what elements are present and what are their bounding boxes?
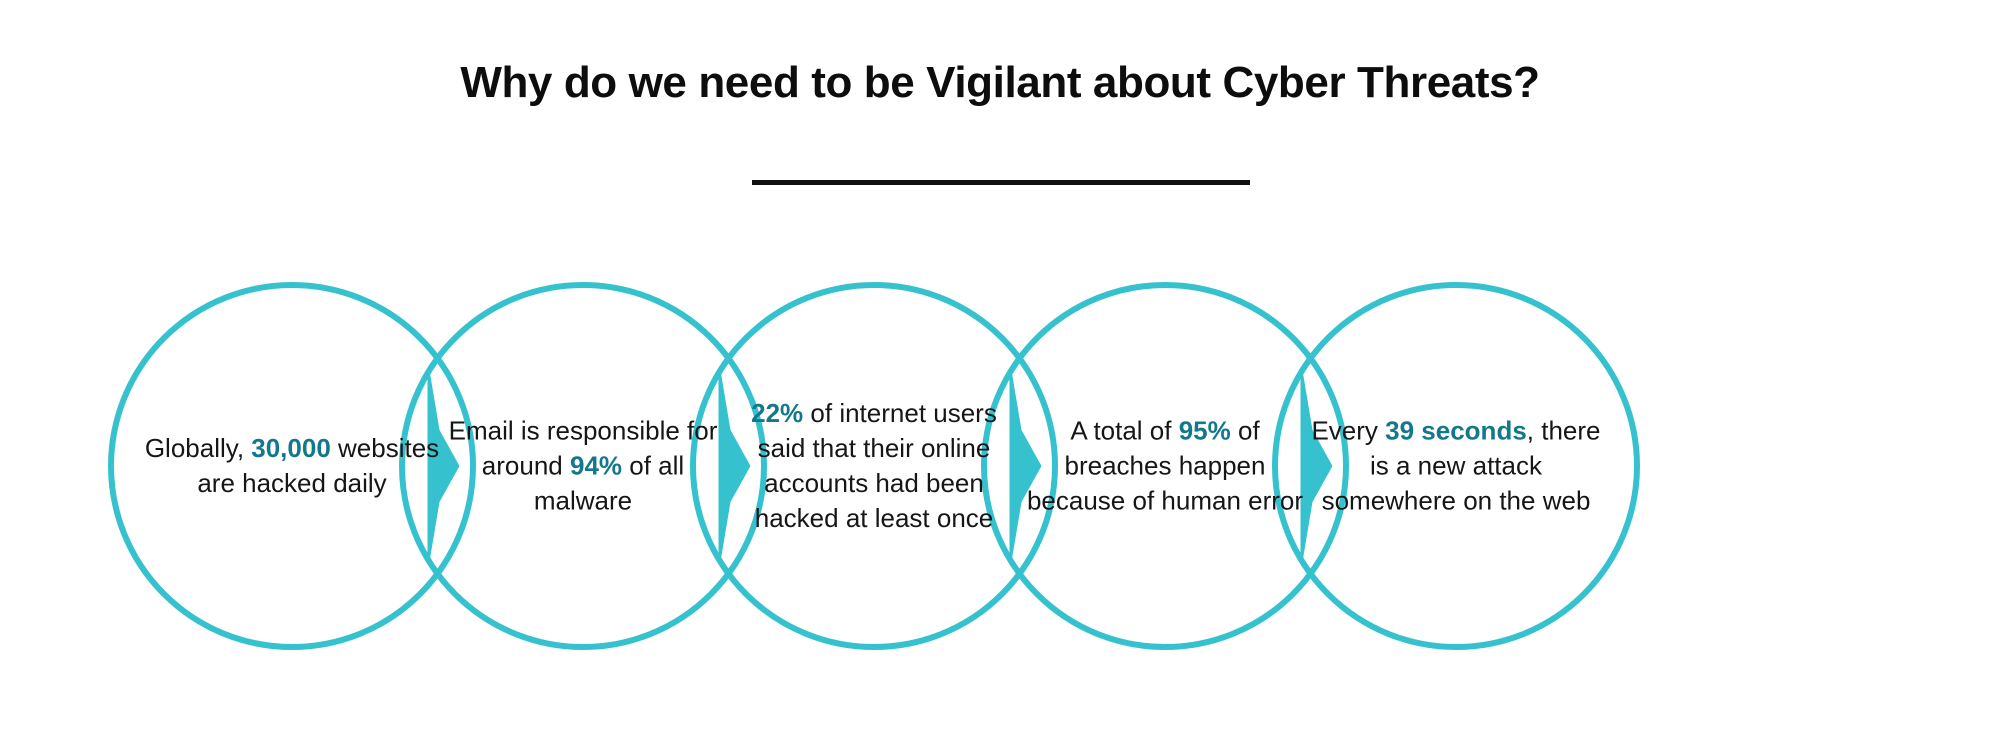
- circle-stat-3: 22% of internet users said that their on…: [724, 396, 1024, 536]
- body-text: , there is a new attack somewhere on the…: [1321, 415, 1601, 516]
- body-text: Email is responsible for around: [448, 415, 718, 481]
- title-divider: [752, 180, 1250, 185]
- overlap-arrow-1: [427, 358, 460, 574]
- circle-outline-3: [690, 282, 1058, 650]
- overlap-arrow-4: [1300, 358, 1333, 574]
- circle-outline-2: [399, 282, 767, 650]
- highlight-stat: 94%: [569, 450, 623, 481]
- circle-outline-4: [981, 282, 1349, 650]
- circle-outline-5: [1272, 282, 1640, 650]
- body-text: of internet users said that their online…: [754, 398, 997, 533]
- circle-stat-4: A total of 95% of breaches happen becaus…: [1015, 414, 1315, 519]
- circle-stat-5: Every 39 seconds, there is a new attack …: [1306, 414, 1606, 519]
- body-text: websites are hacked daily: [197, 433, 440, 498]
- highlight-stat: 95%: [1178, 415, 1231, 446]
- body-text: Globally,: [144, 433, 252, 463]
- body-text: A total of: [1070, 415, 1179, 446]
- page-title: Why do we need to be Vigilant about Cybe…: [460, 58, 1540, 107]
- highlight-stat: 30,000: [251, 433, 331, 463]
- circle-stat-1: Globally, 30,000 websites are hacked dai…: [142, 431, 442, 501]
- circle-outline-1: [108, 282, 476, 650]
- overlap-arrows: [427, 358, 1333, 574]
- body-text: of breaches happen because of human erro…: [1026, 415, 1304, 516]
- overlap-arrow-3: [1009, 358, 1042, 574]
- highlight-stat: 39 seconds: [1385, 415, 1527, 446]
- overlap-arrow-2: [718, 358, 751, 574]
- highlight-stat: 22%: [751, 398, 804, 428]
- body-text: Every: [1311, 415, 1386, 446]
- circle-stat-2: Email is responsible for around 94% of a…: [433, 414, 733, 519]
- circle-outlines: [108, 282, 1640, 650]
- body-text: of all malware: [533, 450, 685, 516]
